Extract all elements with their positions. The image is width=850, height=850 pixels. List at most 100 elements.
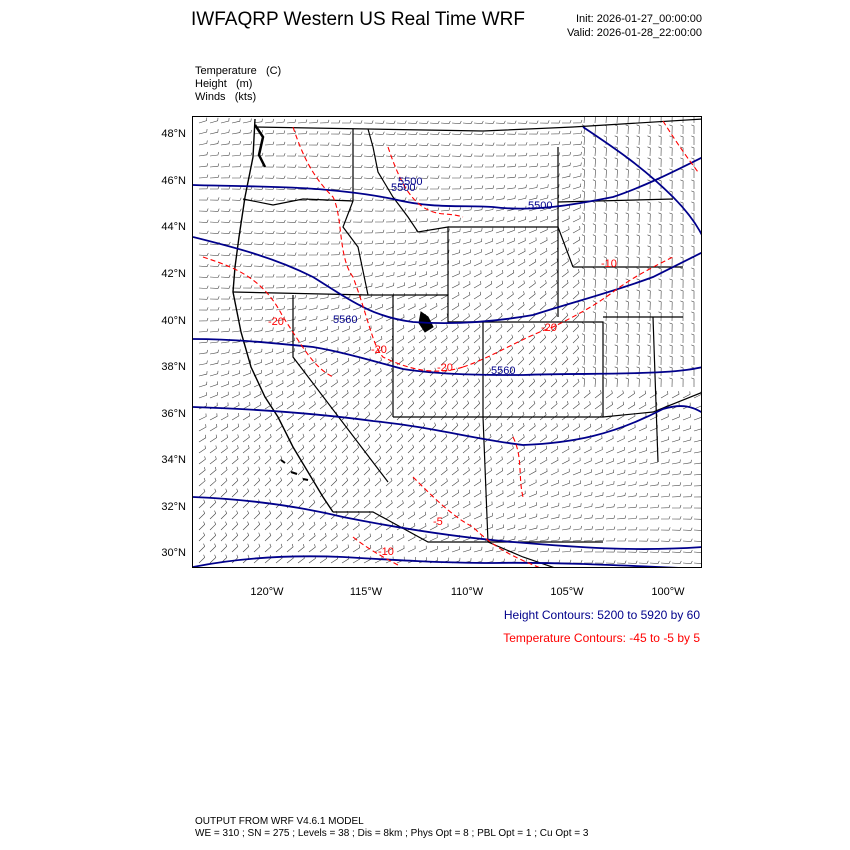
wind-barb: [462, 153, 473, 157]
wind-barb: [275, 219, 286, 224]
wind-barb: [658, 157, 662, 168]
wind-barb: [209, 423, 218, 432]
wind-barb: [506, 237, 515, 245]
wind-barb: [363, 533, 371, 542]
wind-barb: [484, 478, 493, 487]
wind-barb: [603, 300, 607, 311]
wind-barb: [495, 345, 503, 355]
wind-barb: [627, 390, 635, 399]
wind-barb: [407, 511, 416, 520]
wind-barb: [198, 219, 209, 223]
wind-barb: [594, 423, 603, 432]
wind-barb: [581, 333, 586, 344]
wind-barb: [253, 359, 262, 366]
wind-barb: [506, 269, 515, 278]
wind-barb: [418, 400, 426, 410]
wind-barb: [660, 459, 670, 465]
wind-barb: [374, 368, 382, 377]
wind-barb: [264, 423, 272, 432]
wind-barb: [506, 378, 514, 388]
wind-barb: [661, 516, 671, 520]
wind-barb: [286, 252, 297, 256]
wind-barb: [462, 142, 473, 146]
wind-barb: [691, 333, 695, 343]
wind-barb: [658, 234, 662, 245]
wind-barb: [275, 359, 284, 366]
wind-barb: [473, 302, 481, 311]
wind-barb: [495, 411, 503, 421]
wind-barb: [319, 119, 330, 124]
wind-barb: [594, 515, 604, 520]
wind-barb: [680, 333, 684, 344]
wind-barb: [319, 305, 329, 311]
wind-barb: [396, 164, 407, 168]
wind-barb: [627, 470, 637, 476]
wind-barb: [603, 256, 607, 267]
wind-barb: [341, 488, 349, 498]
wind-barb: [594, 503, 604, 509]
wind-barb: [396, 477, 404, 487]
wind-barb: [440, 196, 451, 201]
wind-barb: [616, 117, 618, 124]
wind-barb: [517, 513, 527, 520]
lon-label-115w: 115°W: [349, 586, 383, 598]
wind-barb: [418, 282, 427, 289]
wind-barb: [451, 378, 459, 388]
wind-barb: [682, 459, 692, 465]
wind-barb: [374, 433, 382, 443]
wind-barb: [658, 377, 662, 388]
wind-barb: [308, 241, 319, 245]
wind-barb: [429, 239, 439, 245]
wind-barb: [528, 131, 539, 135]
wind-barb: [451, 455, 459, 465]
wind-barb: [363, 336, 372, 344]
wind-barb: [539, 237, 548, 245]
wind-barb: [614, 278, 618, 289]
wind-barb: [253, 327, 263, 333]
wind-barb: [418, 444, 426, 454]
wind-barb: [592, 201, 596, 212]
wind-barb: [594, 412, 603, 421]
wind-barb: [286, 175, 297, 179]
wind-barb: [363, 120, 374, 124]
wind-barb: [682, 493, 693, 498]
wind-barb: [561, 457, 570, 465]
wind-barb: [561, 194, 570, 201]
wind-barb: [680, 289, 684, 300]
wind-barb: [220, 186, 231, 190]
wind-barb: [561, 548, 572, 553]
wind-barb: [375, 219, 385, 223]
wind-barb: [550, 280, 558, 289]
wind-barb: [495, 378, 503, 388]
wind-barb: [363, 466, 371, 476]
wind-barb: [616, 401, 625, 410]
wind-barb: [550, 445, 559, 454]
wind-barb: [330, 521, 338, 531]
wind-barb: [341, 522, 349, 531]
wind-barb: [682, 471, 692, 476]
wind-barb: [297, 466, 305, 476]
wind-barb: [605, 549, 616, 553]
wind-barb: [264, 284, 275, 289]
wind-barb: [495, 400, 503, 410]
wind-barb: [495, 356, 503, 366]
wind-barb: [232, 174, 242, 179]
wind-barb: [297, 252, 308, 256]
wind-barb: [451, 164, 462, 168]
wind-barb: [220, 274, 231, 278]
wind-barb: [374, 411, 382, 421]
wind-barb: [198, 174, 209, 179]
wind-barb: [352, 315, 361, 322]
wind-barb: [209, 285, 220, 289]
wind-barb: [308, 379, 317, 388]
wind-barb: [693, 451, 701, 454]
wind-barb: [275, 241, 286, 245]
wind-barb: [669, 355, 673, 366]
wind-barb: [671, 436, 681, 443]
temperature-contours: [202, 120, 699, 567]
wind-barb: [418, 411, 426, 421]
wind-barb: [275, 316, 285, 322]
wind-barb: [528, 479, 537, 487]
wind-barb: [451, 411, 459, 421]
wind-barb: [418, 207, 429, 212]
